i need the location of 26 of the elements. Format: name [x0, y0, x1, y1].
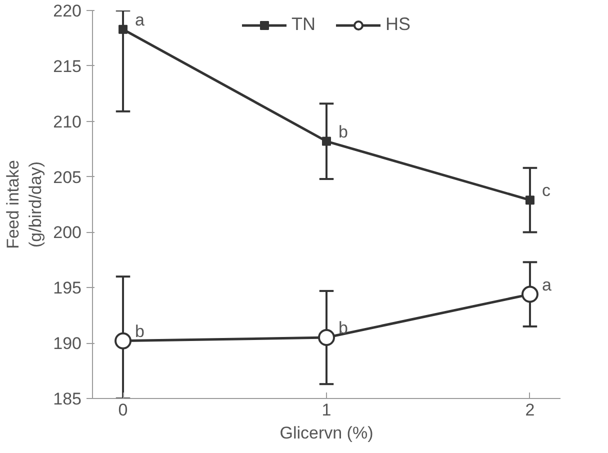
x-tick-label: 0 — [118, 400, 128, 420]
y-tick-label: 190 — [53, 334, 82, 354]
annotation: a — [135, 10, 146, 30]
point — [114, 332, 132, 350]
annotation: c — [542, 181, 551, 200]
point — [118, 24, 128, 34]
annotation: b — [135, 322, 144, 341]
y-tick-label: 200 — [53, 223, 82, 242]
point — [521, 286, 538, 303]
legend-label: HS — [385, 14, 411, 35]
y-tick-label: 185 — [53, 390, 82, 408]
y-tick-label: 210 — [53, 112, 82, 132]
point — [525, 196, 534, 205]
point — [318, 329, 335, 346]
legend-label: TN — [291, 14, 316, 35]
annotation: a — [542, 275, 552, 294]
point — [322, 136, 331, 146]
y-tick-label: 220 — [53, 2, 82, 20]
x-tick-label: 1 — [322, 400, 332, 420]
y-tick-label: 195 — [53, 278, 82, 298]
y-axis-title: Feed intake (g/bird/day) — [3, 160, 46, 249]
annotation: b — [338, 122, 348, 142]
y-tick-label: 205 — [53, 168, 82, 187]
y-tick-label: 215 — [53, 56, 82, 76]
x-axis-title: Glicervn (%) — [280, 424, 374, 442]
x-tick-label: 2 — [525, 400, 535, 420]
